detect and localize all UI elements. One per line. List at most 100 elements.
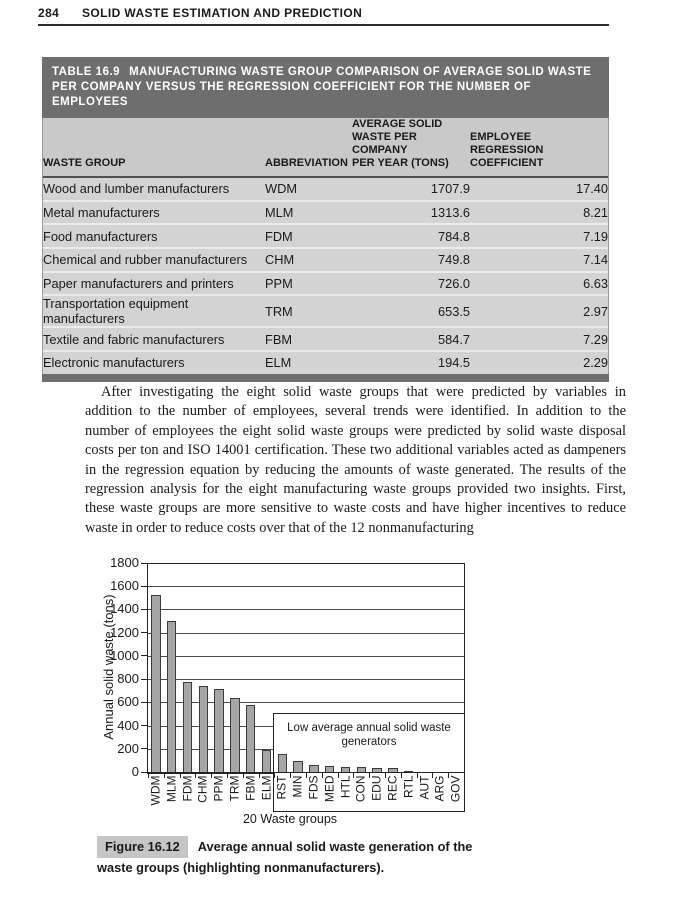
x-tick bbox=[353, 773, 355, 778]
x-tick bbox=[163, 773, 165, 778]
waste-group-cell: Wood and lumber manufacturers bbox=[43, 177, 265, 201]
bar-MIN bbox=[293, 760, 303, 773]
coef-cell: 6.63 bbox=[470, 270, 608, 296]
y-tick-label: 800 bbox=[117, 671, 139, 687]
bar-EDU bbox=[372, 767, 382, 773]
table-header-row: WASTE GROUP ABBREVIATION AVERAGE SOLID W… bbox=[43, 118, 608, 178]
y-tick-label: 1400 bbox=[110, 601, 139, 617]
figure-caption: Figure 16.12 Average annual solid waste g… bbox=[97, 836, 499, 877]
x-tick-label: TRM bbox=[227, 775, 242, 802]
bar-RST bbox=[277, 754, 288, 773]
bar-MLM bbox=[166, 620, 177, 773]
coef-cell: 8.21 bbox=[470, 199, 608, 225]
avg-waste-cell: 784.8 bbox=[352, 223, 470, 249]
x-tick-label: FBM bbox=[243, 775, 258, 801]
x-tick-label: RST bbox=[274, 775, 289, 800]
table-row: Metal manufacturers MLM 1313.6 8.21 bbox=[43, 199, 608, 225]
x-tick-label: FDM bbox=[180, 775, 194, 802]
bar-RTL bbox=[403, 770, 414, 773]
x-tick bbox=[416, 773, 418, 778]
table-row: Chemical and rubber manufacturers CHM 74… bbox=[43, 247, 608, 272]
x-tick-label: CHM bbox=[195, 775, 210, 803]
coef-cell: 17.40 bbox=[470, 177, 608, 201]
table-title-text: MANUFACTURING WASTE GROUP COMPARISON OF … bbox=[52, 66, 592, 108]
abbr-cell: ELM bbox=[265, 350, 352, 374]
gridline bbox=[148, 679, 464, 681]
avg-waste-cell: 726.0 bbox=[352, 270, 470, 296]
gridline bbox=[148, 586, 464, 588]
figure-label-chip: Figure 16.12 bbox=[97, 836, 188, 858]
table-bottom-rule bbox=[42, 373, 609, 382]
table-row: Wood and lumber manufacturers WDM 1707.9… bbox=[43, 177, 608, 201]
chart: Annual solid waste (tons) Low average an… bbox=[95, 553, 495, 838]
x-tick-label: ARG bbox=[432, 775, 447, 802]
table-title-label: TABLE 16.9 bbox=[52, 66, 121, 78]
x-tick-label: REC bbox=[385, 775, 400, 801]
y-tick bbox=[141, 771, 147, 773]
bar-FBM bbox=[245, 705, 256, 773]
waste-group-cell: Transportation equipment manufacturers bbox=[43, 294, 265, 328]
y-tick bbox=[141, 725, 147, 727]
bar-ELM bbox=[261, 750, 272, 773]
running-header: 284 SOLID WASTE ESTIMATION AND PREDICTION bbox=[38, 6, 609, 26]
x-tick bbox=[464, 773, 465, 778]
bar-CHM bbox=[198, 685, 209, 773]
x-tick-label: MED bbox=[322, 775, 337, 803]
waste-group-cell: Textile and fabric manufacturers bbox=[43, 326, 265, 352]
x-tick-label: WDM bbox=[148, 775, 163, 806]
bar-WDM bbox=[151, 595, 161, 773]
table-row: Food manufacturers FDM 784.8 7.19 bbox=[43, 223, 608, 249]
avg-waste-cell: 653.5 bbox=[352, 294, 470, 328]
x-tick bbox=[179, 773, 181, 778]
bar-HTL bbox=[340, 767, 351, 773]
table-title: TABLE 16.9 MANUFACTURING WASTE GROUP COMP… bbox=[42, 57, 609, 118]
abbr-cell: TRM bbox=[265, 294, 352, 328]
x-tick bbox=[258, 773, 260, 778]
coef-cell: 7.19 bbox=[470, 223, 608, 249]
y-tick bbox=[141, 562, 147, 564]
coef-cell: 2.97 bbox=[470, 294, 608, 328]
x-tick bbox=[432, 773, 434, 778]
avg-waste-cell: 584.7 bbox=[352, 326, 470, 352]
x-tick bbox=[306, 773, 307, 778]
avg-waste-cell: 194.5 bbox=[352, 350, 470, 374]
waste-group-cell: Chemical and rubber manufacturers bbox=[43, 247, 265, 272]
col-header-waste-group: WASTE GROUP bbox=[43, 118, 265, 178]
y-tick bbox=[141, 655, 147, 657]
col-header-avg-waste: AVERAGE SOLID WASTE PER COMPANY PER YEAR… bbox=[352, 118, 470, 178]
x-tick-label: RTL bbox=[401, 775, 416, 798]
x-tick-label: GOV bbox=[448, 775, 463, 803]
waste-group-cell: Food manufacturers bbox=[43, 223, 265, 249]
waste-group-cell: Paper manufacturers and printers bbox=[43, 270, 265, 296]
coef-cell: 7.29 bbox=[470, 326, 608, 352]
y-tick bbox=[141, 678, 147, 680]
x-tick-label: MIN bbox=[290, 775, 305, 798]
abbr-cell: PPM bbox=[265, 270, 352, 296]
abbr-cell: FDM bbox=[265, 223, 352, 249]
x-tick bbox=[148, 773, 149, 778]
y-tick-label: 1200 bbox=[110, 624, 139, 640]
y-tick bbox=[141, 748, 147, 750]
table-body: WASTE GROUP ABBREVIATION AVERAGE SOLID W… bbox=[42, 118, 609, 374]
avg-waste-cell: 1313.6 bbox=[352, 199, 470, 225]
x-tick bbox=[211, 773, 213, 778]
running-head-title: SOLID WASTE ESTIMATION AND PREDICTION bbox=[82, 6, 363, 20]
bar-FDM bbox=[182, 681, 193, 773]
figure-caption-text: Average annual solid waste generation of… bbox=[97, 839, 473, 875]
x-tick bbox=[400, 773, 402, 778]
x-tick bbox=[321, 773, 323, 778]
x-tick bbox=[448, 773, 450, 778]
coef-cell: 2.29 bbox=[470, 350, 608, 374]
table-row: Electronic manufacturers ELM 194.5 2.29 bbox=[43, 350, 608, 374]
x-tick-label: MLM bbox=[164, 775, 179, 803]
y-tick-label: 1800 bbox=[110, 555, 139, 570]
x-tick bbox=[195, 773, 197, 778]
annotation-box: Low average annual solid waste generator… bbox=[273, 713, 465, 812]
waste-group-cell: Electronic manufacturers bbox=[43, 350, 265, 374]
y-tick-label: 400 bbox=[117, 717, 139, 733]
x-tick-label: FDS bbox=[306, 775, 321, 800]
y-tick bbox=[141, 608, 147, 610]
bar-REC bbox=[388, 768, 398, 773]
x-tick-label: ELM bbox=[259, 775, 273, 801]
